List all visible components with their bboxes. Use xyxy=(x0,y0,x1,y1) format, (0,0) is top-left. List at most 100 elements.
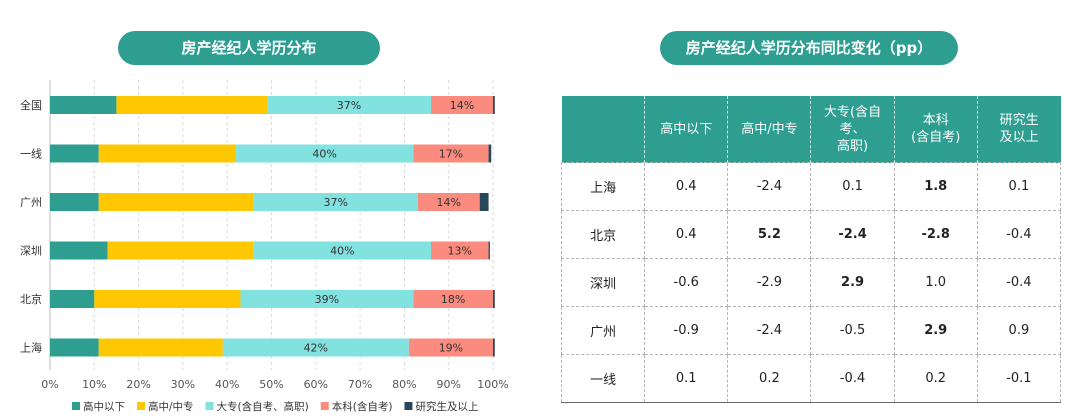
category-label: 广州 xyxy=(20,196,42,209)
table-header-cell: 大专(含自考、 高职) xyxy=(810,96,895,163)
data-label: 17% xyxy=(439,148,463,161)
bar-segment xyxy=(116,96,268,114)
table-cell: 0.1 xyxy=(976,162,1062,211)
table-cell: 0.9 xyxy=(976,306,1062,355)
table-row: 北京 0.4 5.2 -2.4 -2.8 -0.4 xyxy=(560,210,1062,259)
x-tick-label: 10% xyxy=(82,378,106,391)
data-label: 42% xyxy=(304,342,328,355)
legend-swatch xyxy=(320,402,329,410)
table-body: 上海 0.4 -2.4 0.1 1.8 0.1 北京 0.4 5.2 -2.4 -2.8 -0.4 深圳… xyxy=(560,162,1062,403)
bar-segment xyxy=(50,193,99,211)
bar-segment xyxy=(430,96,493,114)
bar-segment xyxy=(488,241,490,260)
row-city-label: 北京 xyxy=(560,210,646,259)
table-cell: -0.4 xyxy=(976,258,1062,307)
bar-segment xyxy=(479,193,489,211)
category-label: 全国 xyxy=(20,98,42,112)
table-cell: -0.4 xyxy=(976,210,1062,259)
legend-swatch xyxy=(72,402,80,410)
bar-segment xyxy=(98,338,223,357)
legend-label: 高中以下 xyxy=(83,400,125,413)
bar-segment xyxy=(240,290,414,308)
data-label: 14% xyxy=(436,196,460,209)
bar-segment xyxy=(107,241,254,260)
legend-swatch xyxy=(205,402,214,410)
table-cell: -2.8 xyxy=(893,210,978,259)
data-label: 18% xyxy=(441,293,465,306)
table-row: 深圳 -0.6 -2.9 2.9 1.0 -0.4 xyxy=(560,258,1062,307)
data-label: 13% xyxy=(448,245,472,258)
legend-label: 本科(含自考) xyxy=(332,400,393,413)
bar-segment xyxy=(50,96,117,114)
row-city-label: 广州 xyxy=(560,306,646,355)
x-tick-label: 80% xyxy=(392,378,416,391)
bar-segment xyxy=(493,338,495,357)
legend-label: 大专(含自考、高职) xyxy=(217,400,309,413)
table-cell: -0.9 xyxy=(644,306,729,355)
table-title: 房产经纪人学历分布同比变化（pp） xyxy=(660,31,958,65)
legend-label: 研究生及以上 xyxy=(415,400,478,413)
data-label: 40% xyxy=(330,245,354,258)
bar-segment xyxy=(408,338,493,357)
bar-segment xyxy=(413,144,489,163)
table-cell: -2.4 xyxy=(727,162,812,211)
x-tick-label: 50% xyxy=(259,378,283,391)
table-cell: -2.9 xyxy=(727,258,812,307)
row-city-label: 深圳 xyxy=(560,258,646,307)
data-label: 19% xyxy=(439,342,463,355)
x-tick-label: 0% xyxy=(41,378,58,391)
bar-segment xyxy=(50,290,95,308)
bar-segment xyxy=(50,241,108,260)
row-city-label: 上海 xyxy=(560,162,646,211)
legend-label: 高中/中专 xyxy=(148,400,194,413)
bar-segment xyxy=(253,241,431,260)
table-cell: 5.2 xyxy=(727,210,812,259)
stacked-bar-chart: 0% 10% 20% 30% 40% 50% 60% 70% 80% 90% 100% 全国 37% 14… xyxy=(20,80,509,413)
x-tick-label: 20% xyxy=(126,378,150,391)
table-header-cell: 本科 (含自考) xyxy=(894,96,978,163)
table-cell: -0.4 xyxy=(810,354,895,403)
table-cell: 0.2 xyxy=(893,354,978,403)
x-tick-label: 100% xyxy=(477,378,508,391)
x-tick-label: 70% xyxy=(348,378,372,391)
table-cell: -0.5 xyxy=(810,306,895,355)
bar-segment xyxy=(98,144,237,163)
table-cell: 2.9 xyxy=(893,306,978,355)
x-tick-label: 90% xyxy=(436,378,460,391)
bar-segment xyxy=(493,96,495,114)
category-label: 一线 xyxy=(20,147,42,161)
row-city-label: 一线 xyxy=(560,354,646,403)
bar-segment xyxy=(50,338,99,357)
data-label: 37% xyxy=(324,196,348,209)
table-header-cell: 高中/中专 xyxy=(727,96,812,163)
category-label: 上海 xyxy=(20,341,42,355)
data-label: 40% xyxy=(312,148,336,161)
bar-segment xyxy=(417,193,480,211)
table-cell: 0.1 xyxy=(810,162,895,211)
table-cell: 2.9 xyxy=(810,258,895,307)
table-header-cell: 研究生 及以上 xyxy=(977,96,1061,163)
change-table: 高中以下 高中/中专 大专(含自考、 高职) 本科 (含自考) 研究生 及以上 上海 0.… xyxy=(560,96,1062,403)
bar-segment xyxy=(236,144,414,163)
bar-segment xyxy=(50,144,99,163)
bar-segment xyxy=(413,290,493,308)
table-cell: 0.2 xyxy=(727,354,812,403)
data-label: 37% xyxy=(337,99,361,112)
table-row: 上海 0.4 -2.4 0.1 1.8 0.1 xyxy=(560,162,1062,211)
bar-segment xyxy=(430,241,489,260)
category-label: 深圳 xyxy=(20,245,42,258)
x-tick-label: 60% xyxy=(304,378,328,391)
table-header-cell: 高中以下 xyxy=(644,96,729,163)
legend-swatch xyxy=(404,402,413,410)
data-label: 14% xyxy=(450,99,474,112)
table-cell: -0.6 xyxy=(644,258,729,307)
table-header-cell xyxy=(561,96,646,163)
table-row: 一线 0.1 0.2 -0.4 0.2 -0.1 xyxy=(560,354,1062,403)
legend-swatch xyxy=(137,402,145,410)
bar-segment xyxy=(253,193,418,211)
bar-segment xyxy=(222,338,409,357)
x-tick-label: 30% xyxy=(171,378,195,391)
table-cell: 0.4 xyxy=(644,162,729,211)
chart-title: 房产经纪人学历分布 xyxy=(118,31,380,65)
table-cell: -2.4 xyxy=(810,210,895,259)
